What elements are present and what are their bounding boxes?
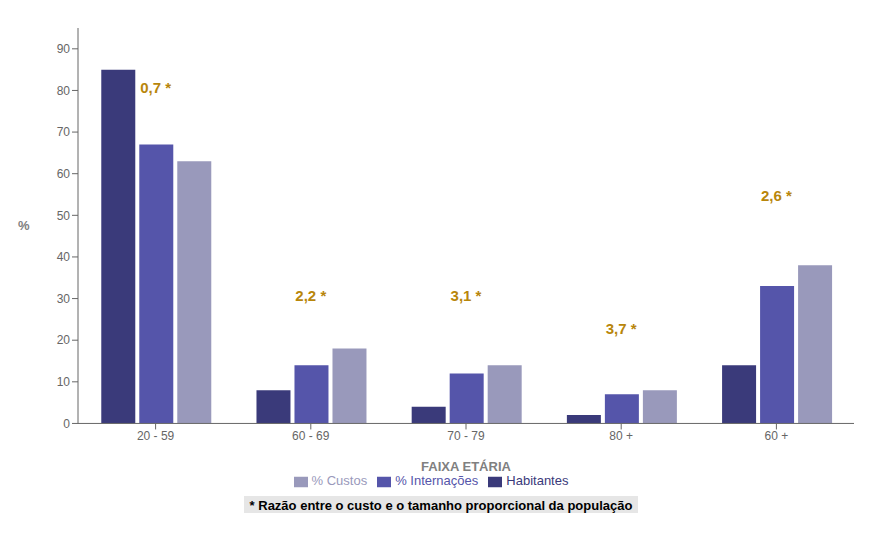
- svg-text:30: 30: [57, 292, 71, 306]
- svg-text:40: 40: [57, 250, 71, 264]
- svg-text:60: 60: [57, 167, 71, 181]
- svg-text:%: %: [18, 218, 30, 233]
- svg-text:0: 0: [63, 417, 70, 431]
- html-text:Habitantes: Habitantes: [506, 473, 569, 489]
- svg-text:90: 90: [57, 42, 71, 56]
- svg-text:20: 20: [57, 333, 71, 347]
- svg-text:FAIXA ETÁRIA: FAIXA ETÁRIA: [421, 459, 511, 474]
- svg-text:50: 50: [57, 209, 71, 223]
- html-text:* Razão entre o custo e o tama: * Razão entre o custo e o tamanho propor…: [249, 498, 633, 513]
- svg-text:10: 10: [57, 375, 71, 389]
- svg-text:80: 80: [57, 84, 71, 98]
- svg-text:2,2 *: 2,2 *: [295, 287, 326, 304]
- svg-text:0,7 *: 0,7 *: [140, 79, 171, 96]
- svg-text:3,7 *: 3,7 *: [606, 320, 637, 337]
- svg-text:70 - 79: 70 - 79: [447, 429, 485, 443]
- svg-text:70: 70: [57, 125, 71, 139]
- svg-text:60 - 69: 60 - 69: [292, 429, 330, 443]
- svg-text:20 - 59: 20 - 59: [137, 429, 175, 443]
- html-text:% Internações: % Internações: [395, 473, 479, 489]
- svg-text:80 +: 80 +: [609, 429, 633, 443]
- svg-text:2,6 *: 2,6 *: [761, 187, 792, 204]
- svg-text:3,1 *: 3,1 *: [451, 287, 482, 304]
- svg-text:60 +: 60 +: [765, 429, 789, 443]
- html-text:% Custos: % Custos: [311, 473, 368, 489]
